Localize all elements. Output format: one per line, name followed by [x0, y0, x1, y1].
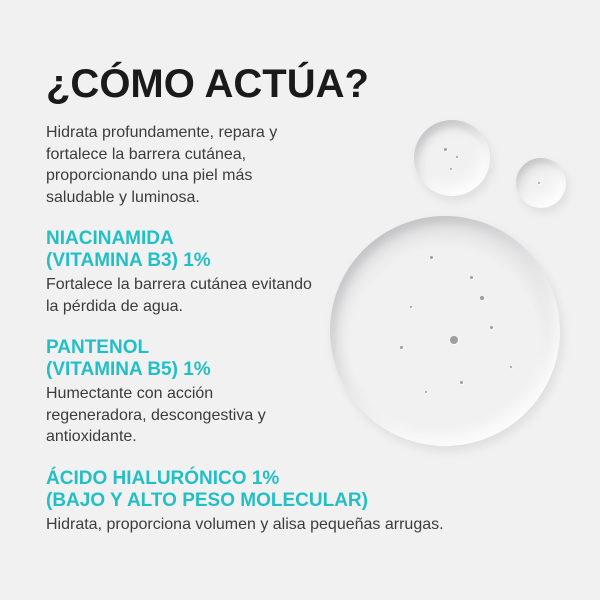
page-title: ¿CÓMO ACTÚA? — [46, 62, 369, 106]
ingredient-description: Fortalece la barrera cutánea evitando la… — [46, 276, 312, 315]
ingredient-heading: PANTENOL — [46, 337, 150, 358]
serum-drop-small-image — [414, 120, 490, 196]
ingredient-acido-hialuronico: ÁCIDO HIALURÓNICO 1% (BAJO Y ALTO PESO M… — [46, 468, 566, 536]
ingredient-heading: (VITAMINA B5) 1% — [46, 359, 211, 380]
ingredient-heading: NIACINAMIDA — [46, 228, 174, 249]
intro-text: Hidrata profundamente, repara y fortalec… — [46, 124, 278, 206]
ingredient-heading: (VITAMINA B3) 1% — [46, 250, 211, 271]
serum-drop-tiny-image — [516, 158, 566, 208]
ingredient-heading: ÁCIDO HIALURÓNICO 1% — [46, 467, 280, 489]
serum-drop-large-image — [330, 216, 560, 446]
ingredient-description: Hidrata, proporciona volumen y alisa peq… — [46, 515, 444, 533]
ingredient-niacinamida: NIACINAMIDA (VITAMINA B3) 1% Fortalece l… — [46, 228, 316, 317]
content-column: ¿CÓMO ACTÚA? Hidrata profundamente, repa… — [46, 60, 566, 535]
ingredient-description: Humectante con acción regeneradora, desc… — [46, 385, 266, 445]
ingredient-pantenol: PANTENOL (VITAMINA B5) 1% Humectante con… — [46, 337, 296, 448]
ingredient-heading: (BAJO Y ALTO PESO MOLECULAR) — [46, 489, 368, 511]
